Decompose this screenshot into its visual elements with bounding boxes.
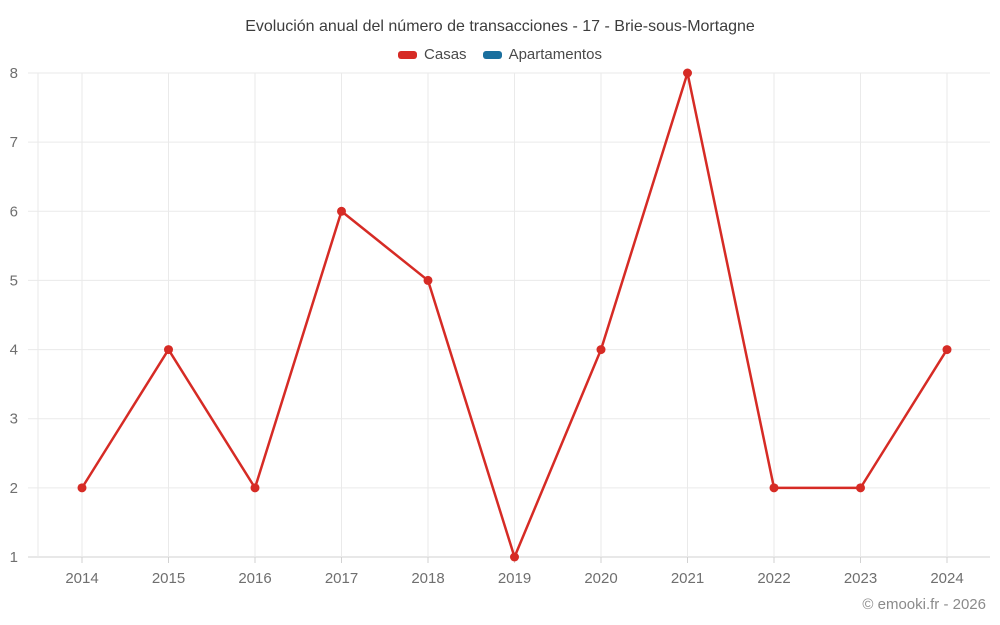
- y-axis-tick-label: 6: [10, 203, 18, 220]
- x-axis-tick-label: 2018: [411, 570, 444, 587]
- y-axis-tick-label: 1: [10, 549, 18, 566]
- copyright-footer: © emooki.fr - 2026: [862, 596, 986, 613]
- x-axis-tick-label: 2023: [844, 570, 877, 587]
- x-axis-tick-label: 2016: [238, 570, 271, 587]
- y-axis-tick-label: 8: [10, 65, 18, 82]
- x-axis-tick-label: 2019: [498, 570, 531, 587]
- x-axis-tick-label: 2024: [930, 570, 963, 587]
- x-axis-tick-label: 2015: [152, 570, 185, 587]
- data-point-marker[interactable]: [942, 345, 952, 355]
- casas-series-swatch-icon: [398, 50, 418, 59]
- y-axis-tick-label: 2: [10, 480, 18, 497]
- data-point-marker[interactable]: [337, 206, 346, 216]
- x-axis-tick-label: 2020: [584, 570, 617, 587]
- legend-item-casas[interactable]: Casas: [398, 46, 467, 63]
- data-point-marker[interactable]: [510, 552, 519, 562]
- data-point-marker[interactable]: [164, 345, 173, 355]
- y-axis-tick-label: 5: [10, 272, 18, 289]
- data-point-marker[interactable]: [769, 483, 779, 493]
- x-axis-tick-label: 2017: [325, 570, 358, 587]
- y-axis-tick-label: 3: [10, 411, 18, 428]
- x-axis-tick-label: 2022: [757, 570, 790, 587]
- data-point-marker[interactable]: [77, 483, 87, 493]
- y-axis-tick-label: 4: [10, 342, 18, 359]
- apartamentos-series-swatch-icon: [482, 50, 502, 59]
- data-point-marker[interactable]: [250, 483, 260, 493]
- legend: Casas Apartamentos: [0, 46, 1000, 63]
- legend-item-apartamentos[interactable]: Apartamentos: [482, 46, 602, 63]
- y-axis-tick-label: 7: [10, 134, 18, 151]
- data-point-marker[interactable]: [596, 345, 606, 355]
- x-axis-tick-label: 2014: [65, 570, 98, 587]
- legend-label-casas: Casas: [424, 46, 467, 63]
- chart-title: Evolución anual del número de transaccio…: [245, 18, 755, 35]
- data-point-marker[interactable]: [683, 68, 692, 78]
- x-axis-tick-label: 2021: [671, 570, 704, 587]
- legend-label-apartamentos: Apartamentos: [508, 46, 602, 63]
- data-point-marker[interactable]: [423, 275, 433, 285]
- data-point-marker[interactable]: [856, 483, 865, 493]
